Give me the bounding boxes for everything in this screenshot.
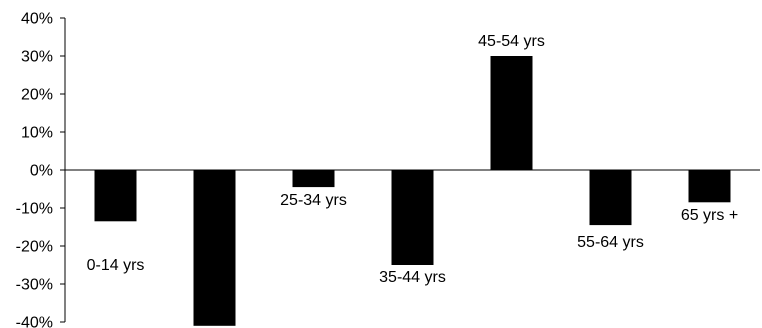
bar bbox=[490, 56, 533, 170]
bar bbox=[193, 170, 236, 326]
y-tick-label: 20% bbox=[21, 87, 53, 104]
y-tick-label: 40% bbox=[21, 11, 53, 28]
category-label: 55-64 yrs bbox=[577, 234, 644, 251]
y-tick-label: 0% bbox=[30, 163, 53, 180]
y-tick-label: -20% bbox=[16, 239, 53, 256]
category-label: 45-54 yrs bbox=[478, 33, 545, 50]
category-label: 35-44 yrs bbox=[379, 269, 446, 286]
y-tick-label: -30% bbox=[16, 277, 53, 294]
y-tick-label: -40% bbox=[16, 315, 53, 328]
y-tick-label: 30% bbox=[21, 49, 53, 66]
category-label: 25-34 yrs bbox=[280, 192, 347, 209]
bar bbox=[391, 170, 434, 265]
y-tick-label: 10% bbox=[21, 125, 53, 142]
bar bbox=[292, 170, 335, 188]
category-labels: 0-14 yrs 25-34 yrs 35-44 yrs 45-54 yrs 55-64… bbox=[87, 33, 739, 286]
bar bbox=[688, 170, 731, 203]
bar bbox=[589, 170, 632, 226]
category-label: 0-14 yrs bbox=[87, 257, 145, 274]
y-axis: 40% 30% 20% 10% 0% -10% -20% -30% -40% bbox=[16, 11, 66, 328]
bar bbox=[94, 170, 137, 222]
y-tick-label: -10% bbox=[16, 201, 53, 218]
bars bbox=[94, 56, 731, 326]
category-label: 65 yrs + bbox=[681, 207, 738, 224]
